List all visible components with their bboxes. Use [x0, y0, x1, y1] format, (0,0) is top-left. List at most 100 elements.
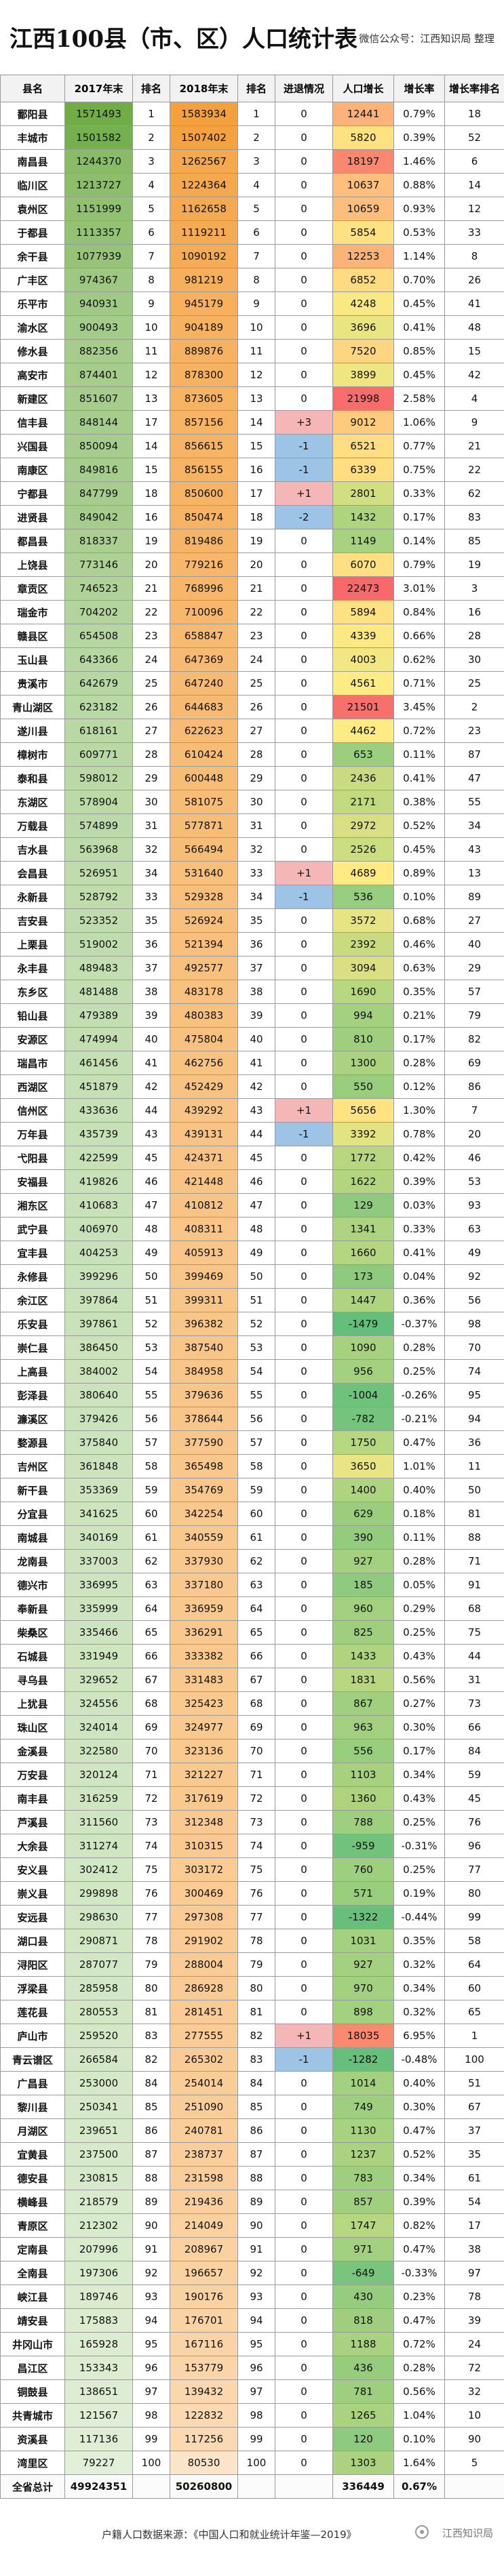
growth-rate-rank: 22: [444, 458, 504, 482]
rank-2017: 71: [132, 1763, 170, 1787]
rank-change: 0: [275, 2403, 333, 2428]
pop-growth: 1360: [332, 1786, 394, 1811]
rank-2017: 22: [132, 600, 170, 624]
pop-growth: 3572: [332, 908, 394, 933]
growth-rate-rank: 34: [444, 813, 504, 838]
rank-change: 0: [275, 2071, 333, 2095]
county-name: 广昌县: [0, 2071, 65, 2095]
rank-2018: 44: [237, 1122, 275, 1146]
rank-2018: 41: [237, 1051, 275, 1075]
rank-2017: 52: [132, 1312, 170, 1336]
pop-2017: 623182: [64, 695, 133, 719]
rank-change: 0: [275, 790, 333, 814]
growth-rate-rank: 68: [444, 1596, 504, 1621]
growth-rate: 0.41%: [393, 315, 445, 340]
pop-growth: -1004: [332, 1383, 394, 1407]
rank-2017: 63: [132, 1573, 170, 1597]
growth-rate-rank: 56: [444, 1288, 504, 1312]
rank-2017: 50: [132, 1264, 170, 1289]
growth-rate: 0.40%: [393, 2071, 445, 2095]
pop-growth: 1341: [332, 1217, 394, 1241]
growth-rate-rank: 48: [444, 315, 504, 340]
rank-2018: 28: [237, 742, 275, 767]
growth-rate: 0.72%: [393, 2332, 445, 2356]
rank-2017: 93: [132, 2285, 170, 2309]
pop-growth: 1031: [332, 1929, 394, 1953]
table-row: 宜丰县 404253 49 405913 49 0 1660 0.41% 49: [0, 1241, 504, 1265]
county-name: 浔阳区: [0, 1952, 65, 1977]
pop-growth: 629: [332, 1502, 394, 1526]
growth-rate: 0.35%: [393, 980, 445, 1004]
pop-2017: 153343: [64, 2356, 133, 2380]
pop-2017: 847799: [64, 481, 133, 506]
pop-2017: 237500: [64, 2142, 133, 2167]
growth-rate-rank: 84: [444, 1739, 504, 1763]
growth-rate: 0.25%: [393, 1359, 445, 1384]
table-row: 龙南县 337003 62 337930 62 0 927 0.28% 71: [0, 1549, 504, 1573]
pop-2018: 297308: [170, 1905, 238, 1929]
rank-2017: 37: [132, 956, 170, 980]
rank-2018: 19: [237, 529, 275, 553]
rank-2018: 75: [237, 1857, 275, 1882]
growth-rate-rank: 47: [444, 766, 504, 790]
pop-2017: 851607: [64, 386, 133, 411]
rank-change: 0: [275, 813, 333, 838]
rank-2018: 58: [237, 1454, 275, 1478]
rank-2018: 30: [237, 790, 275, 814]
county-name: 莲花县: [0, 2000, 65, 2024]
table-row: 吉水县 563968 32 566494 32 0 2526 0.45% 43: [0, 837, 504, 862]
rank-change: -1: [275, 458, 333, 482]
rank-2017: 39: [132, 1003, 170, 1028]
rank-2018: 26: [237, 695, 275, 719]
pop-2018: 904189: [170, 315, 238, 340]
growth-rate-rank: 89: [444, 885, 504, 909]
table-row: 余江区 397864 51 399311 51 0 1447 0.36% 56: [0, 1288, 504, 1312]
table-row: 青云谱区 266584 82 265302 83 -1 -1282 -0.48% 100: [0, 2047, 504, 2072]
growth-rate-rank: 1: [444, 2024, 504, 2048]
rank-2017: 36: [132, 932, 170, 957]
table-row: 修水县 882356 11 889876 11 0 7520 0.85% 15: [0, 339, 504, 363]
total-2017: 49924351: [64, 2474, 133, 2499]
rank-2018: 18: [237, 505, 275, 529]
rank-2018: 99: [237, 2427, 275, 2451]
table-row: 袁州区 1151999 5 1162658 5 0 10659 0.93% 12: [0, 197, 504, 221]
growth-rate: -0.48%: [393, 2047, 445, 2072]
table-row: 南丰县 316259 72 317619 72 0 1360 0.43% 45: [0, 1786, 504, 1811]
pop-2017: 302412: [64, 1857, 133, 1882]
rank-2018: 64: [237, 1596, 275, 1621]
growth-rate-rank: 30: [444, 647, 504, 672]
pop-2017: 523352: [64, 908, 133, 933]
pop-growth: 18197: [332, 149, 394, 174]
title: 江西100县（市、区）人口统计表: [9, 26, 357, 53]
pop-2017: 250341: [64, 2095, 133, 2119]
growth-rate-rank: 39: [444, 2308, 504, 2333]
growth-rate-rank: 19: [444, 552, 504, 577]
table-row: 柴桑区 335466 65 336291 65 0 825 0.25% 75: [0, 1620, 504, 1645]
rank-2018: 100: [237, 2451, 275, 2475]
rank-2017: 81: [132, 2000, 170, 2024]
growth-rate-rank: 62: [444, 481, 504, 506]
county-name: 余江区: [0, 1288, 65, 1312]
pop-2018: 622623: [170, 719, 238, 743]
growth-rate-rank: 14: [444, 173, 504, 197]
table-row: 乐平市 940931 9 945179 9 0 4248 0.45% 41: [0, 291, 504, 316]
rank-change: +1: [275, 861, 333, 885]
table-row: 高安市 874401 12 878300 12 0 3899 0.45% 42: [0, 363, 504, 387]
pop-2018: 399311: [170, 1288, 238, 1312]
rank-change: 0: [275, 956, 333, 980]
pop-2017: 578904: [64, 790, 133, 814]
rank-2018: 97: [237, 2379, 275, 2404]
growth-rate-rank: 29: [444, 956, 504, 980]
rank-2018: 4: [237, 173, 275, 197]
county-name: 南丰县: [0, 1786, 65, 1811]
rank-2018: 87: [237, 2142, 275, 2167]
table-row: 峡江县 189746 93 190176 93 0 430 0.23% 78: [0, 2285, 504, 2309]
growth-rate: 0.46%: [393, 932, 445, 957]
pop-2017: 375840: [64, 1430, 133, 1455]
growth-rate: 0.28%: [393, 2356, 445, 2380]
pop-2017: 121567: [64, 2403, 133, 2428]
rank-2018: 16: [237, 458, 275, 482]
rank-2017: 7: [132, 244, 170, 268]
rank-change: 0: [275, 2166, 333, 2190]
growth-rate-rank: 9: [444, 410, 504, 435]
